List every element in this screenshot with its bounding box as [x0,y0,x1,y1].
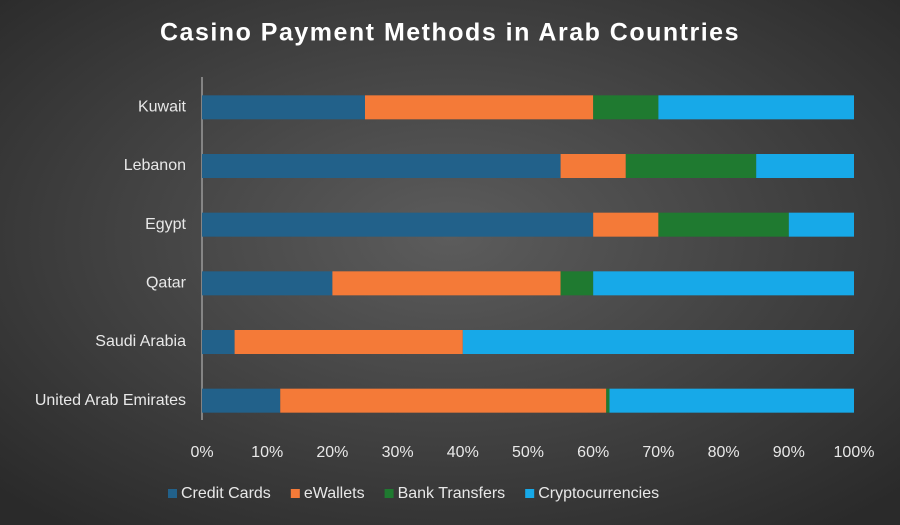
legend-swatch [384,489,394,498]
legend-label: Credit Cards [181,485,271,502]
y-tick-label: Egypt [145,216,186,233]
legend-label: eWallets [304,485,365,502]
y-tick-label: Kuwait [138,99,187,116]
legend-swatch [168,489,177,498]
x-tick-label: 90% [773,444,805,461]
bar-segment [625,154,757,178]
bar-segment [658,212,789,237]
x-tick-label: 100% [834,444,875,461]
bar-segment [593,212,659,237]
bar-segment [560,271,594,296]
x-tick-label: 70% [642,444,674,461]
bar-segment [593,95,659,120]
y-tick-label: United Arab Emirates [35,392,186,409]
chart-title: Casino Payment Methods in Arab Countries [160,19,740,47]
bar-segment [756,154,854,178]
bar-segment [332,271,561,296]
x-tick-label: 0% [190,444,213,461]
bar-segment [462,330,854,354]
bar-segment [560,154,626,178]
x-tick-label: 20% [316,444,348,461]
bar-segment [202,388,281,413]
legend-swatch [290,489,300,498]
y-tick-label: Qatar [146,275,187,292]
bar-segment [788,212,854,237]
bar-segment [593,271,854,296]
bar-segment [609,388,854,413]
bar-segment [202,330,235,354]
bar-segment [202,271,333,296]
bar-segment [365,95,594,120]
bar-segment [234,330,463,354]
bar-segment [606,388,610,413]
bar-segment [658,95,854,120]
x-tick-label: 30% [382,444,414,461]
x-tick-label: 10% [251,444,283,461]
bar-segment [280,388,607,413]
x-tick-label: 40% [447,444,479,461]
bar-segment [202,212,594,237]
x-tick-label: 50% [512,444,544,461]
legend-label: Cryptocurrencies [538,485,659,502]
y-tick-label: Saudi Arabia [95,333,186,350]
legend-label: Bank Transfers [398,485,506,502]
legend-swatch [525,489,535,498]
y-tick-label: Lebanon [124,157,186,174]
bar-segment [202,95,365,120]
bar-segment [202,154,561,178]
x-tick-label: 80% [708,444,740,461]
x-tick-label: 60% [577,444,609,461]
